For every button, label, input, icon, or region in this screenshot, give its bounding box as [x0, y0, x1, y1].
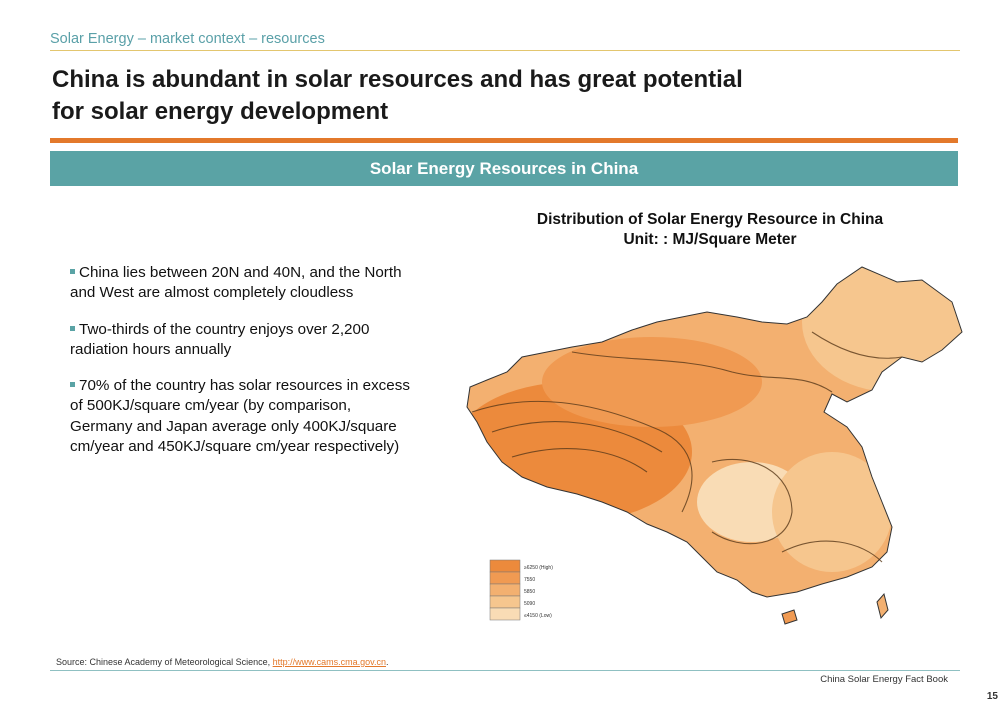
bullet-text: 70% of the country has solar resources i… — [70, 377, 410, 456]
isolines — [471, 331, 903, 563]
source-link[interactable]: http://www.cams.cma.gov.cn — [272, 657, 386, 667]
map-title: Distribution of Solar Energy Resource in… — [470, 210, 950, 250]
legend-swatch — [489, 607, 521, 621]
bottom-divider — [50, 670, 960, 671]
legend-label: ≥6250 (High) — [524, 565, 553, 571]
legend-swatch — [489, 595, 521, 609]
page-title-line-1: China is abundant in solar resources and… — [52, 66, 743, 93]
bullet-square-icon — [70, 269, 75, 274]
breadcrumb: Solar Energy – market context – resource… — [50, 31, 325, 47]
bullet-item: China lies between 20N and 40N, and the … — [70, 263, 415, 304]
taiwan-island — [876, 592, 889, 620]
bullet-list: China lies between 20N and 40N, and the … — [70, 263, 415, 473]
section-heading: Solar Energy Resources in China — [50, 151, 958, 186]
bullet-text: China lies between 20N and 40N, and the … — [70, 264, 402, 302]
bullet-square-icon — [70, 382, 75, 388]
orange-divider — [50, 138, 958, 143]
bullet-item: Two-thirds of the country enjoys over 2,… — [70, 320, 415, 361]
northwest-zone — [542, 337, 762, 427]
southeast-zone — [772, 452, 892, 572]
hainan-island — [781, 609, 798, 625]
legend-label: ≤4150 (Low) — [524, 613, 552, 619]
top-divider — [50, 50, 960, 51]
page-number: 15 — [986, 691, 998, 702]
legend-label: 5090 — [524, 601, 535, 607]
map-legend: ≥6250 (High) 7550 5850 5090 ≤4150 (Low) — [489, 559, 553, 621]
china-outline — [466, 266, 963, 598]
legend-label: 5850 — [524, 589, 535, 595]
bullet-text: Two-thirds of the country enjoys over 2,… — [70, 320, 370, 358]
map-title-line-1: Distribution of Solar Energy Resource in… — [536, 211, 884, 228]
legend-label: 7550 — [524, 577, 535, 583]
page-title-line-2: for solar energy development — [52, 98, 389, 125]
legend-swatch — [489, 583, 521, 597]
legend-swatch — [489, 571, 521, 585]
bullet-square-icon — [70, 325, 75, 331]
source-text: Source: Chinese Academy of Meteorologica… — [56, 657, 273, 667]
page-title: China is abundant in solar resources and… — [52, 64, 952, 128]
legend-swatch — [489, 559, 521, 573]
china-solar-map: ≥6250 (High) 7550 5850 5090 ≤4150 (Low) — [466, 266, 963, 625]
footer-book-title: China Solar Energy Fact Book — [820, 674, 948, 685]
map-unit-label: Unit: : MJ/Square Meter — [623, 231, 797, 248]
source-suffix: . — [386, 657, 389, 667]
source-citation: Source: Chinese Academy of Meteorologica… — [56, 657, 389, 667]
bullet-item: 70% of the country has solar resources i… — [70, 376, 415, 457]
